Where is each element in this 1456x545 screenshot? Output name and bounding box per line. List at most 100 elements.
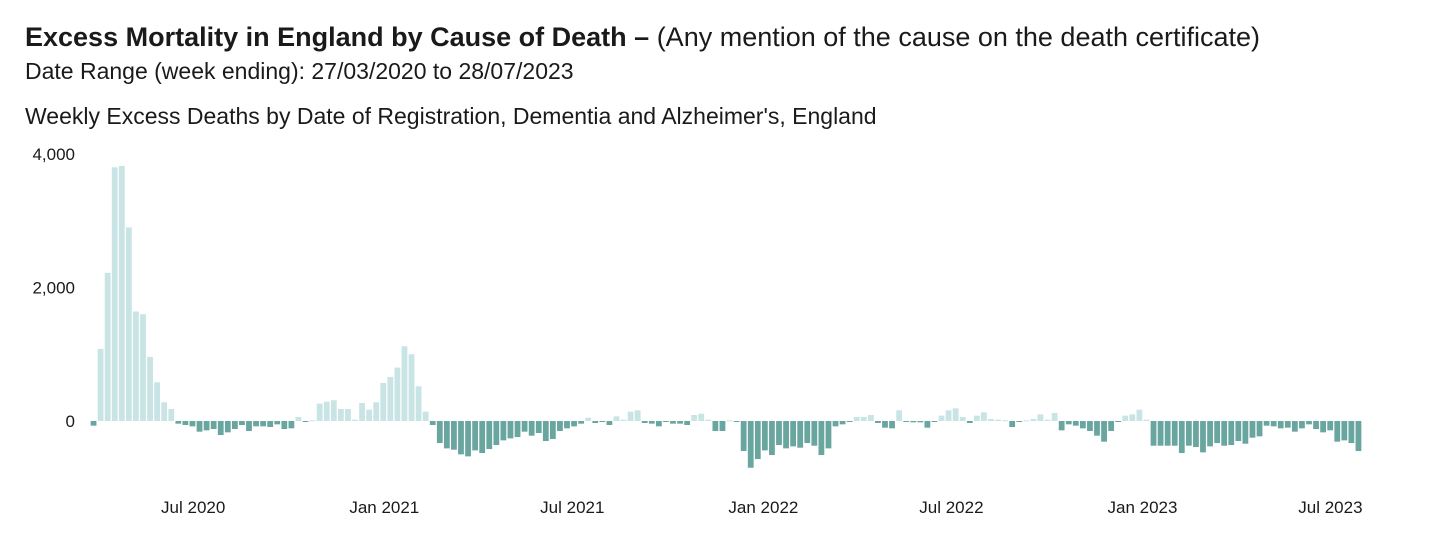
- bar: [1108, 421, 1115, 432]
- bar: [1185, 421, 1192, 446]
- bar: [1249, 421, 1256, 438]
- bar: [981, 412, 987, 421]
- bar: [1207, 421, 1213, 447]
- bar: [267, 421, 274, 428]
- bar: [1164, 421, 1171, 446]
- date-range-subtitle: Date Range (week ending): 27/03/2020 to …: [25, 58, 574, 84]
- bar: [1150, 421, 1157, 446]
- bar: [1122, 415, 1129, 421]
- page-title: Excess Mortality in England by Cause of …: [25, 18, 1445, 56]
- bar: [253, 421, 259, 427]
- bar: [705, 419, 712, 421]
- bar: [1115, 421, 1122, 422]
- x-tick-label: Jul 2023: [1298, 498, 1362, 517]
- bar: [1009, 421, 1016, 428]
- bar: [1044, 419, 1051, 421]
- bar: [451, 421, 457, 450]
- bar: [825, 421, 832, 449]
- bar: [1235, 421, 1242, 442]
- bar: [1256, 421, 1263, 437]
- bar: [472, 421, 479, 451]
- bar: [599, 421, 606, 422]
- bar: [118, 166, 125, 421]
- bar: [161, 402, 168, 421]
- bar: [988, 419, 994, 421]
- bar: [804, 421, 811, 444]
- bar: [111, 167, 118, 421]
- bar: [104, 272, 111, 421]
- bar: [733, 421, 740, 422]
- bar: [528, 421, 535, 436]
- chart-title: Weekly Excess Deaths by Date of Registra…: [25, 103, 877, 129]
- bar: [443, 421, 450, 449]
- bar: [995, 419, 1001, 421]
- bar: [535, 421, 542, 434]
- bar: [585, 417, 592, 421]
- bar: [380, 382, 387, 421]
- bar: [408, 354, 415, 421]
- bar: [684, 421, 691, 425]
- bar: [542, 421, 549, 442]
- bar: [302, 421, 309, 422]
- bar: [655, 421, 662, 427]
- bar: [1299, 421, 1305, 429]
- bar: [479, 421, 486, 454]
- bar: [677, 421, 683, 424]
- bar: [663, 421, 669, 422]
- bar: [246, 421, 252, 432]
- bar: [366, 409, 373, 421]
- bar: [860, 417, 867, 421]
- bar: [1200, 421, 1206, 453]
- bar: [345, 408, 351, 422]
- bar: [811, 421, 818, 446]
- bar: [769, 421, 775, 456]
- x-tick-label: Jul 2020: [161, 498, 225, 517]
- title-bold: Excess Mortality in England by Cause of …: [25, 22, 650, 52]
- bar: [422, 411, 429, 421]
- bar: [1136, 409, 1143, 421]
- bar: [740, 421, 747, 452]
- bar: [323, 401, 330, 421]
- bar: [316, 403, 323, 421]
- bar: [691, 414, 698, 421]
- bar: [634, 410, 641, 421]
- bar: [1355, 421, 1362, 452]
- bar: [394, 367, 401, 421]
- bar: [867, 414, 874, 421]
- bar: [1228, 421, 1235, 446]
- bar: [832, 421, 839, 427]
- bar: [1002, 420, 1009, 422]
- bar: [1341, 421, 1348, 441]
- bar: [592, 421, 599, 423]
- bar: [210, 421, 217, 430]
- bar: [846, 421, 853, 422]
- bar: [373, 402, 380, 421]
- x-tick-label: Jan 2021: [349, 498, 419, 517]
- bar: [224, 421, 231, 433]
- bar: [182, 421, 189, 425]
- bar: [670, 421, 676, 424]
- bar: [231, 421, 238, 430]
- bar: [719, 421, 726, 432]
- bar: [571, 421, 577, 427]
- bar: [493, 421, 500, 446]
- bar: [260, 421, 267, 427]
- bar: [521, 421, 528, 432]
- bar: [1016, 421, 1023, 422]
- bar: [90, 421, 97, 426]
- bar: [239, 421, 245, 425]
- bar: [387, 376, 394, 421]
- bar: [1291, 421, 1298, 432]
- bars-group: [90, 166, 1362, 468]
- bar: [627, 411, 634, 421]
- bar: [436, 421, 443, 444]
- bar: [924, 421, 931, 428]
- bar: [507, 421, 514, 439]
- bar: [882, 421, 888, 428]
- bar: [465, 421, 471, 457]
- bar: [818, 421, 825, 456]
- bar: [330, 400, 337, 421]
- bar: [549, 421, 556, 440]
- bar: [641, 421, 648, 423]
